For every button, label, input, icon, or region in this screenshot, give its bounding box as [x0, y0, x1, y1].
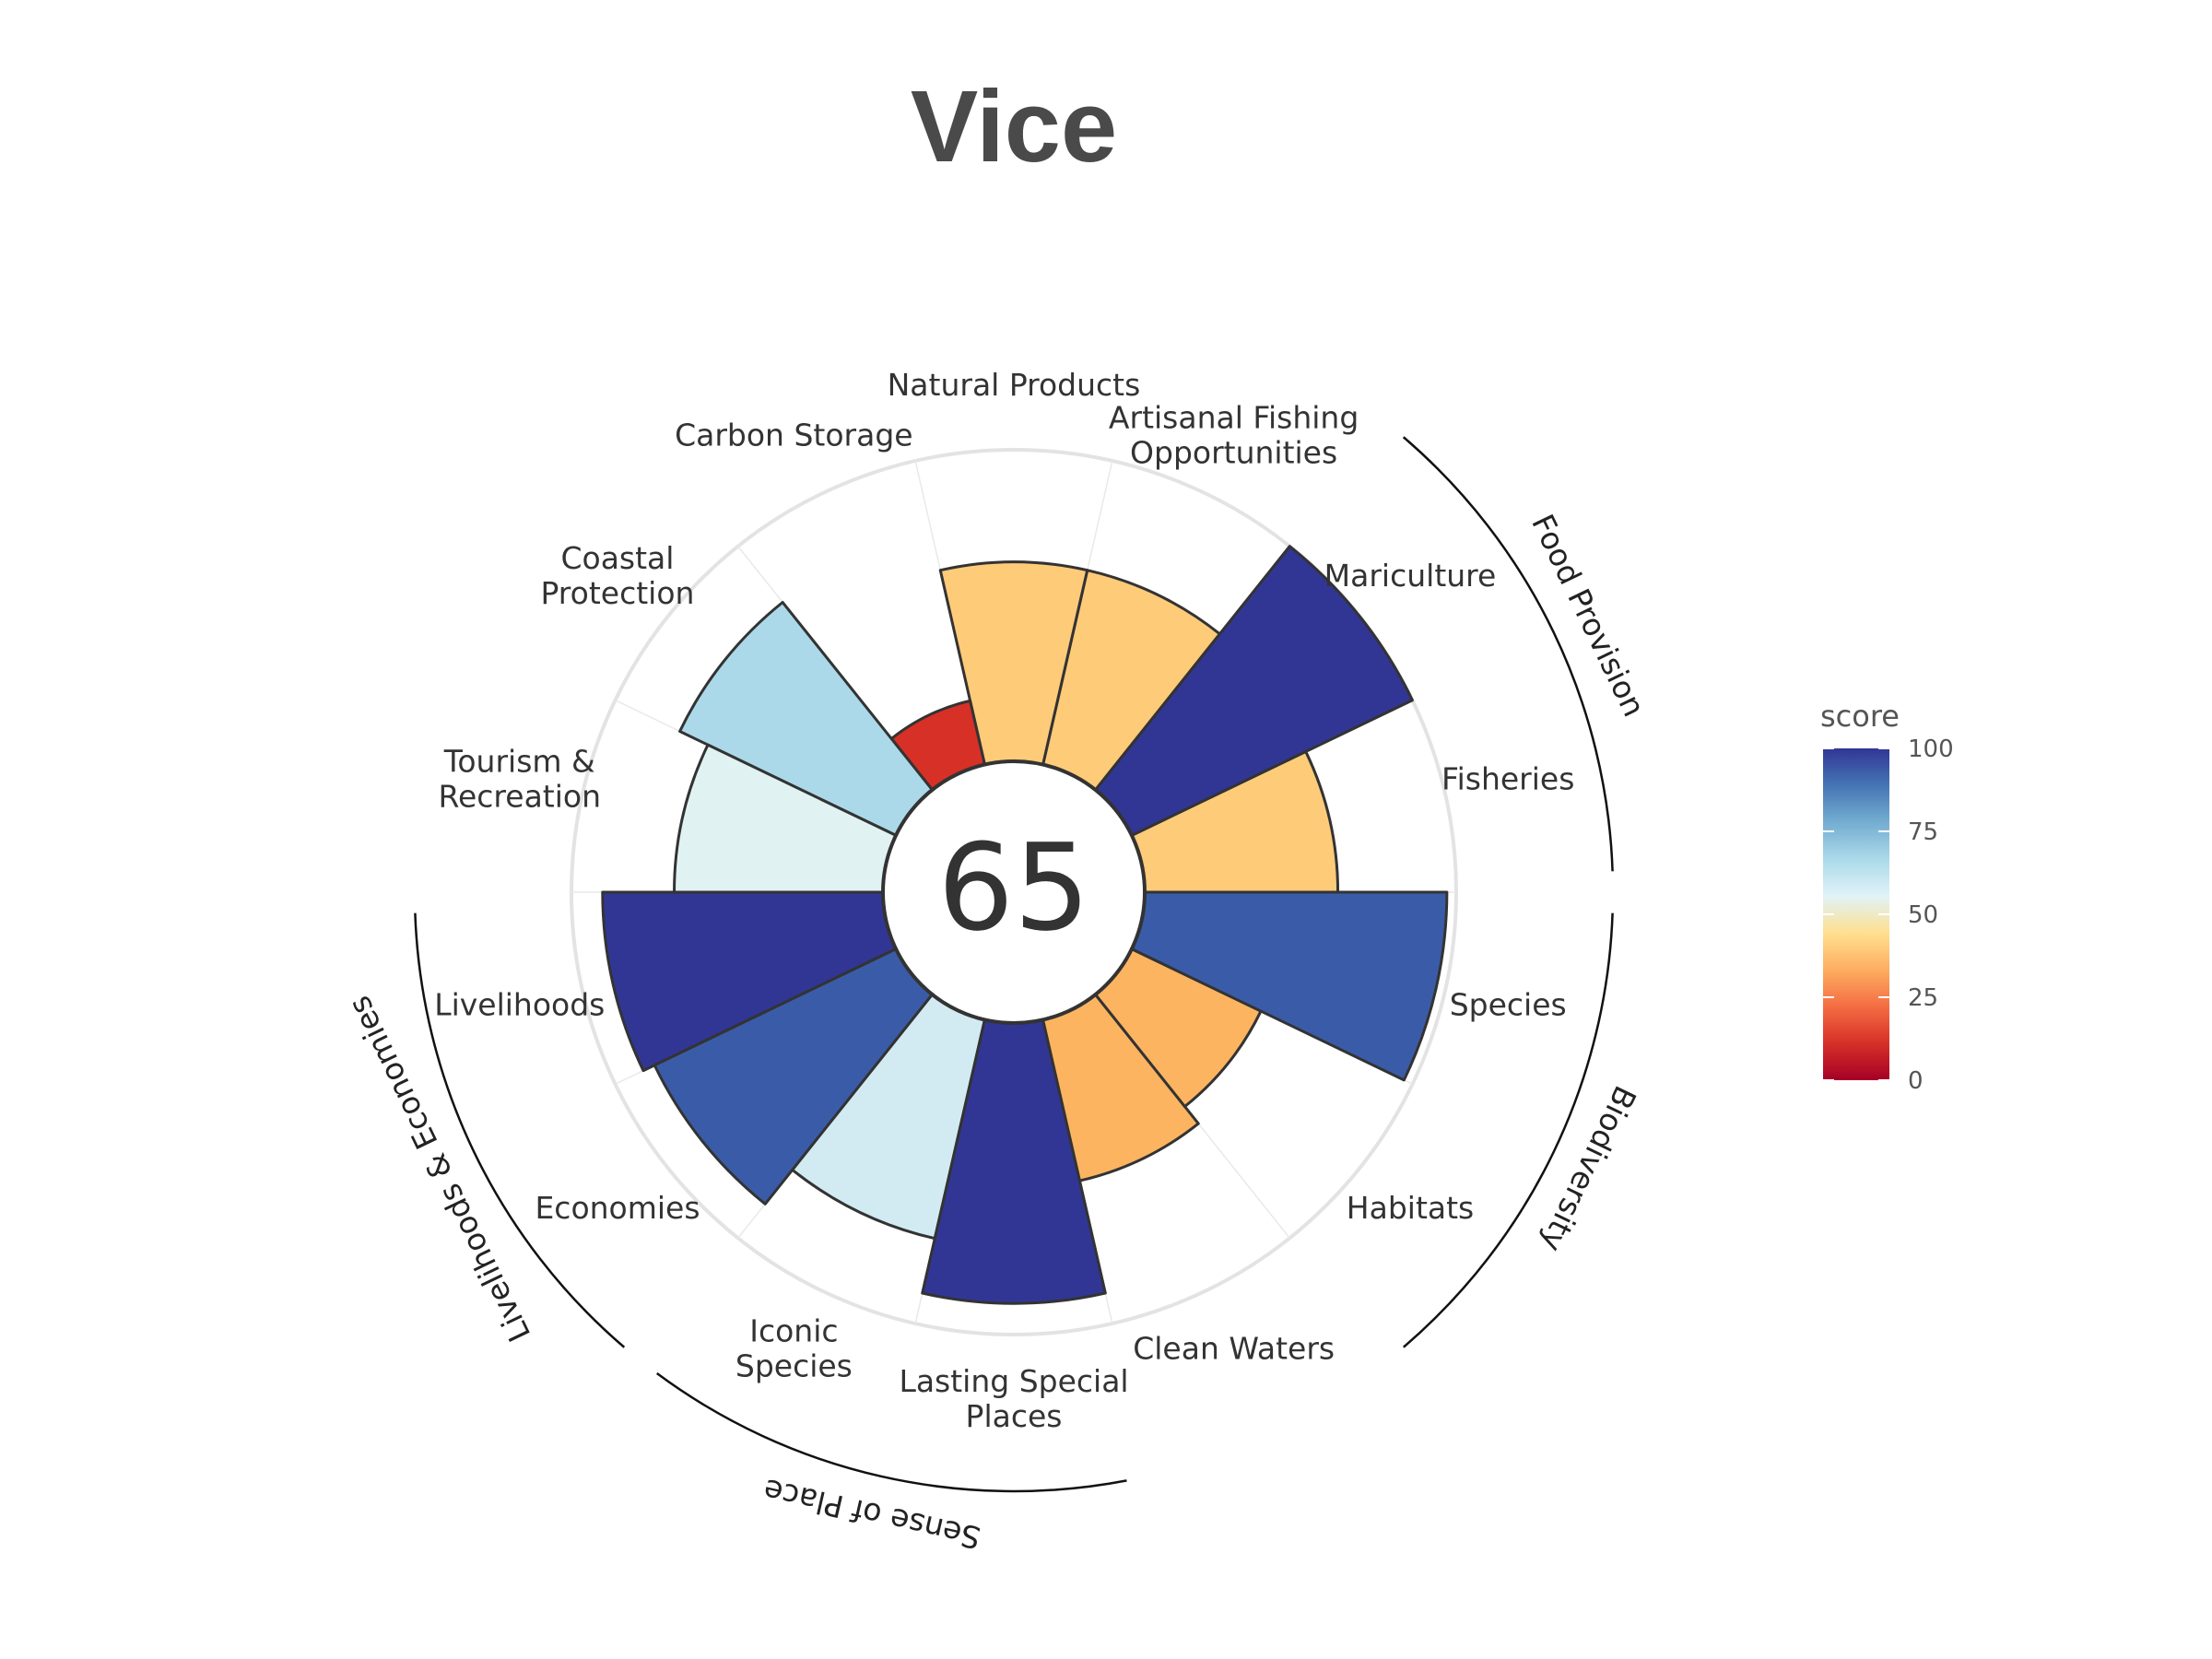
petal-label: Artisanal Fishing Opportunities	[1109, 399, 1359, 470]
group-arc	[414, 912, 626, 1348]
center-score: 65	[937, 818, 1089, 958]
center-circle	[881, 759, 1147, 1025]
petal-label: Fisheries	[1441, 761, 1574, 797]
legend-tick-label: 100	[1908, 735, 1954, 763]
petal-label: Species	[1450, 986, 1567, 1022]
legend-tick-label: 50	[1908, 901, 1938, 929]
petal-label: Lasting Special Places	[899, 1363, 1128, 1434]
petal-label: Carbon Storage	[675, 417, 913, 453]
petal-label: Iconic Species	[735, 1313, 853, 1384]
group-label: Food Provision	[1524, 509, 1652, 722]
color-legend: score 0 25 50 75 100	[1820, 699, 1954, 1095]
petals	[601, 545, 1449, 1305]
group-label: Biodiversity	[1534, 1080, 1643, 1257]
petal-label: Coastal Protection	[540, 540, 694, 611]
petal-label: Habitats	[1347, 1190, 1474, 1226]
group-label: Livelihoods & Economies	[341, 991, 537, 1347]
petal-label: Clean Waters	[1133, 1331, 1335, 1367]
group-arc	[1402, 436, 1614, 872]
group-arc	[1402, 912, 1614, 1348]
legend-title: score	[1820, 699, 1900, 734]
petal-label: Tourism & Recreation	[439, 744, 601, 815]
petal-labels: Fisheries Mariculture Artisanal Fishing Opp…	[434, 367, 1574, 1434]
group-arc	[655, 1372, 1127, 1493]
petal-label: Livelihoods	[434, 986, 605, 1022]
petal-label: Mariculture	[1324, 558, 1497, 594]
group-label: Sense of Place	[760, 1472, 984, 1556]
legend-tick-label: 25	[1908, 984, 1938, 1012]
petal-label: Natural Products	[888, 367, 1141, 403]
legend-tick-label: 75	[1908, 818, 1938, 846]
legend-tick-label: 0	[1908, 1067, 1924, 1095]
chart-title: Vice	[911, 70, 1117, 183]
petal-label: Economies	[535, 1190, 700, 1226]
